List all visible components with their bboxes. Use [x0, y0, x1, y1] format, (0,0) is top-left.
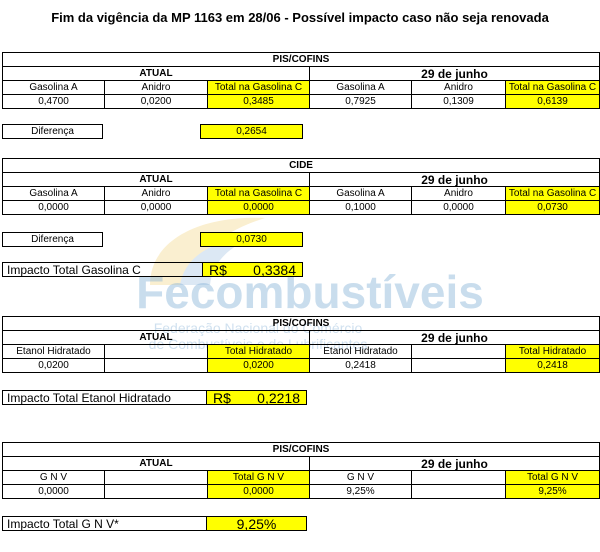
col-header: Total na Gasolina C [207, 80, 310, 95]
atual-header: ATUAL [2, 456, 310, 471]
col-header: Gasolina A [309, 186, 412, 201]
section-header: PIS/COFINS [1, 52, 600, 67]
diferenca-value: 0,0730 [200, 232, 303, 247]
col-header: Total G N V [207, 470, 310, 485]
col-header: Total Hidratado [504, 344, 600, 359]
col-header: Gasolina A [2, 80, 105, 95]
atual-header: ATUAL [2, 172, 310, 187]
table-cell: 0,0730 [504, 200, 600, 215]
junho-header: 29 de junho [308, 66, 600, 81]
junho-header: 29 de junho [308, 330, 600, 345]
table-cell: 0,0200 [2, 358, 105, 373]
table-cell: 0,3485 [207, 94, 310, 109]
col-header: Anidro [104, 80, 208, 95]
page-title: Fim da vigência da MP 1163 em 28/06 - Po… [51, 10, 549, 25]
atual-header: ATUAL [2, 66, 310, 81]
col-header: Total na Gasolina C [504, 80, 600, 95]
col-header: Total na Gasolina C [504, 186, 600, 201]
col-header: Anidro [411, 80, 506, 95]
table-cell: 0,0000 [207, 200, 310, 215]
table-cell: 0,0000 [2, 200, 105, 215]
section-header: PIS/COFINS [1, 442, 600, 457]
col-header: Anidro [411, 186, 506, 201]
col-header: Etanol Hidratado [309, 344, 412, 359]
col-header: Anidro [104, 186, 208, 201]
impacto-value: R$ 0,2218 [206, 390, 307, 405]
atual-header: ATUAL [2, 330, 310, 345]
table-cell: 0,0200 [207, 358, 310, 373]
col-header: Total na Gasolina C [207, 186, 310, 201]
col-header [411, 470, 506, 485]
table-cell: 0,7925 [309, 94, 412, 109]
col-header: Gasolina A [309, 80, 412, 95]
diferenca-label: Diferença [2, 232, 103, 247]
impacto-label: Impacto Total G N V* [2, 516, 207, 531]
table-cell [411, 484, 506, 499]
table-cell [104, 358, 208, 373]
table-cell [104, 484, 208, 499]
table-cell: 0,0000 [104, 200, 208, 215]
col-header: Etanol Hidratado [2, 344, 105, 359]
col-header: Total Hidratado [207, 344, 310, 359]
impacto-value: R$ 0,3384 [202, 262, 303, 277]
impacto-amount: 0,2218 [257, 390, 300, 405]
table-cell [411, 358, 506, 373]
diferenca-label: Diferença [2, 124, 103, 139]
table-cell: 0,1309 [411, 94, 506, 109]
table-cell: 0,1000 [309, 200, 412, 215]
table-cell: 0,6139 [504, 94, 600, 109]
junho-header: 29 de junho [308, 172, 600, 187]
junho-header: 29 de junho [308, 456, 600, 471]
impacto-amount: 0,3384 [253, 262, 296, 277]
diferenca-pis-cofins: Diferença 0,2654 [2, 124, 303, 139]
diferenca-value: 0,2654 [200, 124, 303, 139]
impacto-label: Impacto Total Gasolina C [2, 262, 203, 277]
impacto-value: 9,25% [206, 516, 307, 531]
section-header: CIDE [1, 158, 600, 173]
pis-cofins-gnv-table: PIS/COFINS ATUAL 29 de junho G N V Total… [1, 442, 600, 499]
table-cell: 9,25% [309, 484, 412, 499]
col-header [411, 344, 506, 359]
currency-label: R$ [209, 262, 227, 277]
impacto-label: Impacto Total Etanol Hidratado [2, 390, 207, 405]
impacto-gasolina: Impacto Total Gasolina C R$ 0,3384 [2, 262, 303, 277]
table-cell: 9,25% [504, 484, 600, 499]
section-header: PIS/COFINS [1, 316, 600, 331]
table-cell: 0,0000 [207, 484, 310, 499]
table-cell: 0,2418 [309, 358, 412, 373]
pis-cofins-gasolina-table: PIS/COFINS ATUAL 29 de junho Gasolina A … [1, 52, 600, 109]
col-header: Gasolina A [2, 186, 105, 201]
pis-cofins-etanol-table: PIS/COFINS ATUAL 29 de junho Etanol Hidr… [1, 316, 600, 373]
currency-label: R$ [213, 390, 231, 405]
impacto-etanol: Impacto Total Etanol Hidratado R$ 0,2218 [2, 390, 307, 405]
cide-table: CIDE ATUAL 29 de junho Gasolina A Anidro… [1, 158, 600, 215]
table-cell: 0,0000 [2, 484, 105, 499]
table-cell: 0,2418 [504, 358, 600, 373]
diferenca-cide: Diferença 0,0730 [2, 232, 303, 247]
col-header: Total G N V [504, 470, 600, 485]
impacto-gnv: Impacto Total G N V* 9,25% [2, 516, 307, 531]
col-header: G N V [2, 470, 105, 485]
table-cell: 0,4700 [2, 94, 105, 109]
table-cell: 0,0200 [104, 94, 208, 109]
col-header [104, 470, 208, 485]
table-cell: 0,0000 [411, 200, 506, 215]
col-header: G N V [309, 470, 412, 485]
col-header [104, 344, 208, 359]
